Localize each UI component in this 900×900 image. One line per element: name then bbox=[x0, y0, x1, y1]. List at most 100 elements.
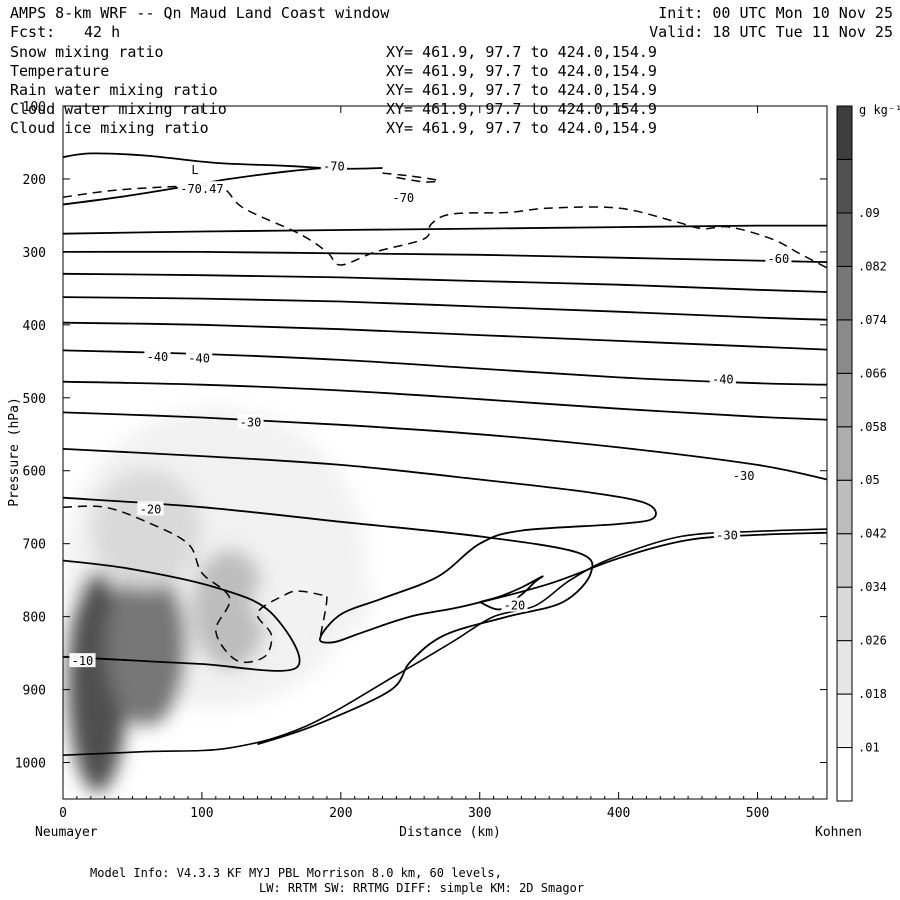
contour-label-bg bbox=[730, 467, 757, 482]
colorbar-swatch bbox=[836, 212, 853, 267]
contour-label: -40 bbox=[147, 350, 169, 364]
field-name: Snow mixing ratio bbox=[10, 43, 164, 61]
contour-label-bg bbox=[137, 501, 164, 516]
contour-label-bg bbox=[69, 653, 96, 668]
contour-label-bg bbox=[765, 251, 792, 266]
contour-label: -40 bbox=[712, 373, 734, 387]
x-tick-label: 400 bbox=[607, 806, 630, 821]
temperature-contour bbox=[63, 272, 827, 293]
forecast-value: 42 h bbox=[84, 23, 120, 41]
shading-blob bbox=[91, 469, 202, 590]
colorbar-label: .01 bbox=[858, 741, 880, 755]
colorbar-label: .05 bbox=[858, 473, 880, 487]
colorbar-swatch bbox=[836, 372, 853, 428]
temperature-contour bbox=[63, 380, 827, 421]
colorbar-label: .074 bbox=[858, 313, 887, 327]
ice-mixing-ratio-contour bbox=[63, 505, 328, 664]
y-tick-label: 700 bbox=[23, 538, 46, 553]
x-axis-label: Distance (km) bbox=[399, 825, 501, 840]
contour-label-bg bbox=[713, 527, 741, 542]
y-tick-label: 500 bbox=[23, 392, 46, 407]
field-name: Rain water mixing ratio bbox=[10, 81, 218, 99]
temperature-contour bbox=[63, 448, 827, 644]
colorbar-swatch bbox=[836, 747, 853, 802]
colorbar-swatch bbox=[836, 158, 853, 214]
field-legend: Snow mixing ratio XY= 461.9, 97.7 to 424.… bbox=[10, 43, 657, 137]
contour-label: -70 bbox=[392, 191, 414, 205]
contour-label: -30 bbox=[240, 416, 262, 430]
y-tick-label: 1000 bbox=[15, 757, 46, 772]
footer-physics-info: LW: RRTM SW: RRTMG DIFF: simple KM: 2D S… bbox=[259, 881, 584, 895]
colorbar-label: .018 bbox=[858, 687, 887, 701]
contour-label-bg bbox=[177, 181, 227, 196]
figure-title: AMPS 8-km WRF -- Qn Maud Land Coast wind… bbox=[10, 4, 390, 22]
contour-label-bg bbox=[144, 348, 171, 363]
y-tick-label: 300 bbox=[23, 246, 46, 261]
colorbar-swatch bbox=[836, 479, 853, 535]
x-tick-label: 100 bbox=[190, 806, 213, 821]
shading-blob bbox=[191, 549, 268, 670]
x-axis-ticks: 0 100 200 300 400 500 bbox=[59, 106, 814, 821]
right-endpoint-label: Kohnen bbox=[815, 825, 862, 840]
y-tick-label: 600 bbox=[23, 465, 46, 480]
temperature-contour bbox=[63, 296, 827, 321]
colorbar-swatch bbox=[836, 265, 853, 321]
colorbar-swatch bbox=[836, 640, 853, 695]
contour-label-bg bbox=[709, 371, 736, 386]
init-time: Init: 00 UTC Mon 10 Nov 25 bbox=[658, 4, 893, 22]
colorbar-swatch bbox=[836, 533, 853, 588]
field-xy: XY= 461.9, 97.7 to 424.0,154.9 bbox=[386, 100, 657, 118]
snow-mixing-ratio-shading bbox=[65, 408, 374, 793]
contour-label: -20 bbox=[140, 502, 162, 516]
y-axis-label: Pressure (hPa) bbox=[7, 397, 22, 507]
x-tick-label: 0 bbox=[59, 806, 67, 821]
shading-blobs bbox=[65, 408, 374, 793]
contour-label: -10 bbox=[72, 654, 94, 668]
field-xy: XY= 461.9, 97.7 to 424.0,154.9 bbox=[386, 62, 657, 80]
contour-label: -40 bbox=[188, 351, 210, 365]
x-tick-label: 500 bbox=[746, 806, 769, 821]
contour-label: -70 bbox=[323, 160, 345, 174]
x-tick-label: 200 bbox=[329, 806, 352, 821]
temperature-contour bbox=[63, 411, 827, 481]
field-xy: XY= 461.9, 97.7 to 424.0,154.9 bbox=[386, 119, 657, 137]
shading-blob bbox=[253, 562, 374, 643]
colorbar-label: .082 bbox=[858, 259, 887, 273]
field-name: Cloud water mixing ratio bbox=[10, 100, 227, 118]
contour-label: -70.47 bbox=[180, 182, 223, 196]
contour-labels: L -70.47 -70 -70 -60 -40 -40 -40 -30 -30 -30 -20 -20… bbox=[69, 158, 792, 668]
colorbar-label: .066 bbox=[858, 366, 887, 380]
colorbar-label: .026 bbox=[858, 634, 887, 648]
y-tick-label: 800 bbox=[23, 611, 46, 626]
colorbar-swatch bbox=[836, 586, 853, 642]
shading-blob bbox=[106, 565, 187, 726]
colorbar: .01 .018 .026 .034 .042 .05 .058 .066 .074 .082 .0… bbox=[836, 105, 887, 802]
field-xy: XY= 461.9, 97.7 to 424.0,154.9 bbox=[386, 81, 657, 99]
plot-frame bbox=[62, 105, 828, 800]
colorbar-label: .034 bbox=[858, 580, 887, 594]
contour-label: L bbox=[191, 163, 198, 177]
contour-label-bg bbox=[501, 597, 528, 612]
contour-label: -60 bbox=[768, 252, 790, 266]
colorbar-label: .042 bbox=[858, 527, 887, 541]
y-tick-label: 200 bbox=[23, 173, 46, 188]
contour-label: -20 bbox=[504, 599, 526, 613]
y-tick-label: 900 bbox=[23, 684, 46, 699]
y-tick-label: 100 bbox=[23, 100, 46, 115]
surface-line bbox=[63, 528, 827, 756]
x-tick-label: 300 bbox=[468, 806, 491, 821]
footer-model-info: Model Info: V4.3.3 KF MYJ PBL Morrison 8… bbox=[90, 866, 502, 880]
field-name: Temperature bbox=[10, 62, 109, 80]
contour-label-bg bbox=[237, 414, 264, 429]
contour-label-bg bbox=[186, 350, 213, 365]
contour-label-bg bbox=[390, 189, 417, 204]
temperature-contour bbox=[63, 250, 827, 263]
y-axis-ticks: 100 200 300 400 500 600 700 800 900 1000 bbox=[15, 100, 827, 772]
colorbar-label: .09 bbox=[858, 206, 880, 220]
temperature-contour bbox=[63, 321, 827, 351]
temperature-contour bbox=[63, 224, 827, 235]
colorbar-swatch bbox=[836, 693, 853, 749]
colorbar-label: .058 bbox=[858, 420, 887, 434]
ice-mixing-ratio-contour bbox=[382, 172, 440, 183]
